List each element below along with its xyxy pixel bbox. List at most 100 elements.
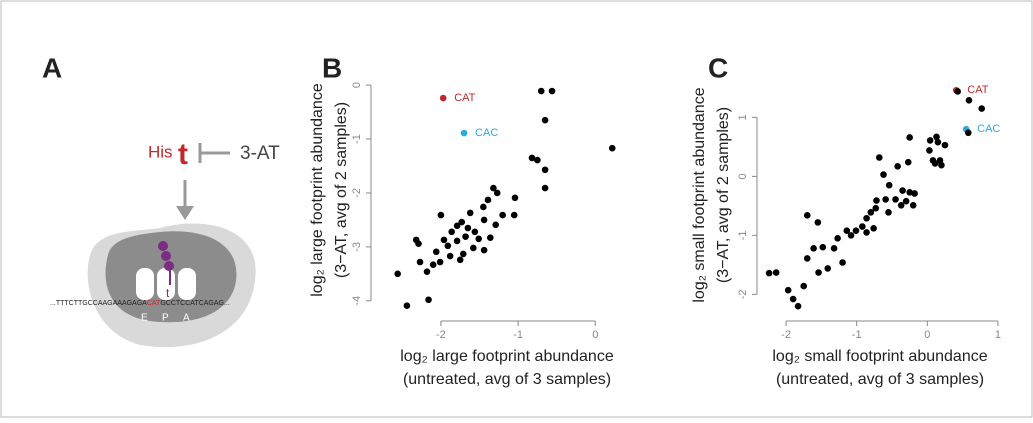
point — [859, 223, 866, 230]
point — [439, 94, 447, 102]
point-label: CAC — [475, 127, 498, 139]
site-e — [136, 268, 154, 300]
point — [834, 235, 841, 242]
point — [537, 87, 545, 95]
point — [882, 196, 889, 203]
point — [453, 237, 461, 245]
point — [541, 166, 549, 174]
point — [929, 157, 937, 164]
point — [824, 265, 832, 272]
x-axis-label: (untreated, avg of 3 samples) — [403, 371, 611, 388]
point — [548, 87, 556, 95]
x-axis-label: log₂ large footprint abundance — [400, 348, 614, 365]
panel-label: C — [708, 52, 728, 83]
point — [819, 243, 827, 251]
point — [894, 163, 901, 170]
point — [885, 209, 892, 216]
point — [794, 302, 802, 310]
point — [499, 211, 506, 219]
amino-acid — [158, 241, 168, 251]
point — [490, 184, 497, 192]
y-axis-label: (3−AT, avg of 2 samples) — [333, 102, 350, 278]
point — [484, 196, 492, 204]
point — [938, 161, 945, 169]
y-axis-label: log₂ large footprint abundance — [309, 83, 326, 297]
point — [394, 270, 401, 278]
x-tick-label: 1 — [995, 329, 1001, 341]
seq-after: GCCTCCATCAGAG... — [160, 300, 230, 307]
panel-label: A — [42, 52, 62, 83]
x-tick-label: 0 — [592, 329, 598, 341]
point — [875, 154, 883, 161]
point — [460, 129, 468, 137]
x-tick-label: -2 — [781, 329, 791, 341]
point-label: CAT — [454, 92, 475, 104]
point — [906, 189, 913, 196]
point — [534, 156, 541, 164]
site-label: A — [183, 313, 190, 324]
point — [847, 232, 855, 239]
x-tick-label: -1 — [513, 329, 523, 341]
point — [933, 133, 940, 141]
point — [480, 246, 488, 254]
point — [899, 187, 906, 194]
point — [810, 245, 817, 252]
y-tick-label: -2 — [351, 188, 363, 198]
point — [870, 224, 877, 232]
seq-before: ...TTTCTTGCCAAGAAAGAGA — [50, 300, 147, 307]
point — [437, 211, 445, 219]
site-label: P — [162, 313, 169, 324]
point — [941, 141, 949, 149]
point — [964, 129, 972, 137]
point — [608, 144, 616, 152]
point — [436, 258, 444, 266]
point — [803, 255, 811, 262]
panel-label: B — [322, 52, 342, 83]
point — [902, 197, 910, 205]
point — [444, 242, 452, 250]
point — [863, 214, 870, 222]
point — [867, 209, 875, 216]
point — [416, 258, 424, 266]
point — [978, 105, 985, 112]
point-label: CAT — [967, 84, 988, 96]
point — [510, 211, 518, 219]
point — [462, 233, 469, 240]
x-tick-label: 0 — [924, 329, 930, 341]
point — [458, 218, 466, 226]
point — [906, 134, 913, 141]
point — [784, 286, 792, 294]
trna-label: t — [178, 138, 188, 171]
point — [880, 171, 887, 178]
point-label: CAC — [977, 123, 1000, 135]
y-tick-label: 0 — [737, 173, 749, 179]
point — [493, 189, 501, 197]
inhibitor-label: 3-AT — [240, 143, 280, 164]
point — [453, 222, 461, 230]
point — [839, 259, 846, 266]
trna-small: t — [166, 286, 170, 300]
site-label: E — [141, 313, 148, 324]
mrna-sequence: ...TTTCTTGCCAAGAAAGAGACATGCCTCCATCAGAG..… — [50, 300, 230, 307]
point — [480, 203, 487, 211]
point — [909, 201, 917, 209]
y-axis-label: (3−AT, avg of 2 samples) — [715, 107, 732, 283]
point — [466, 209, 474, 217]
point — [470, 244, 477, 252]
point — [541, 116, 549, 124]
x-axis-label: (untreated, avg of 3 samples) — [776, 371, 984, 388]
y-tick-label: -2 — [737, 289, 749, 299]
y-tick-label: 1 — [737, 114, 749, 120]
y-tick-label: -1 — [351, 134, 363, 144]
point — [954, 88, 961, 95]
point — [926, 147, 933, 154]
point — [789, 295, 797, 303]
point — [440, 236, 448, 244]
point — [446, 252, 454, 260]
point — [464, 224, 472, 232]
point — [475, 235, 483, 243]
point — [423, 268, 431, 275]
point — [492, 221, 499, 229]
y-tick-label: -3 — [351, 242, 363, 252]
